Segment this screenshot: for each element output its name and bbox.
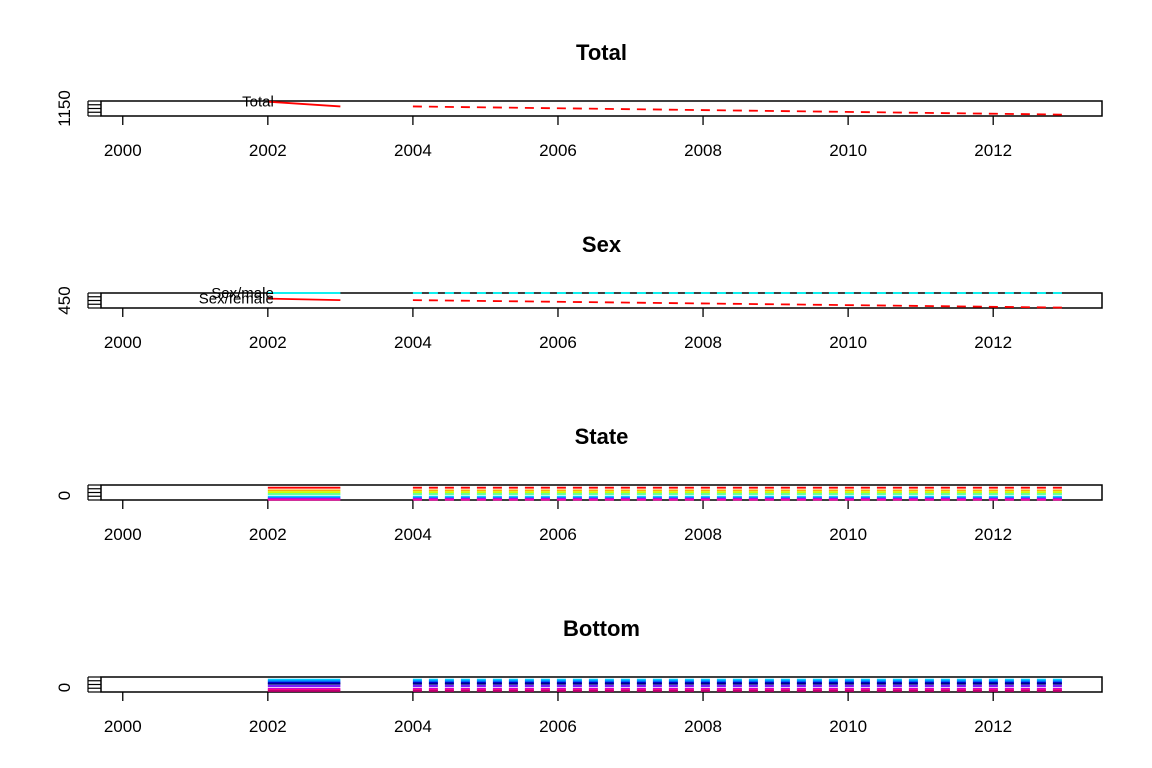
x-tick-label: 2008 (684, 333, 722, 352)
series-label: Sex/male (211, 285, 274, 302)
panel-title: Sex (582, 232, 622, 257)
x-tick-label: 2004 (394, 525, 432, 544)
panel-title: Bottom (563, 616, 640, 641)
x-tick-label: 2000 (104, 525, 142, 544)
x-tick-label: 2002 (249, 525, 287, 544)
fitted-line (267, 100, 341, 108)
x-tick-label: 2012 (974, 333, 1012, 352)
forecast-line (412, 299, 1066, 309)
x-tick-label: 2002 (249, 717, 287, 736)
fitted-line (267, 297, 341, 302)
y-tick-label: 0 (55, 683, 74, 692)
x-tick-label: 2010 (829, 333, 867, 352)
x-tick-label: 2008 (684, 525, 722, 544)
series-1: Sex/female (199, 291, 1066, 309)
x-tick-label: 2002 (249, 141, 287, 160)
y-tick-label: 450 (55, 286, 74, 314)
x-tick-label: 2002 (249, 333, 287, 352)
series-0: Sex/male (211, 285, 1066, 302)
x-tick-label: 2008 (684, 717, 722, 736)
x-tick-label: 2010 (829, 525, 867, 544)
y-tick-label: 0 (55, 491, 74, 500)
plot-frame (100, 484, 1103, 501)
x-tick-label: 2006 (539, 525, 577, 544)
y-tick-label: 1150 (55, 90, 74, 127)
x-tick-label: 2000 (104, 717, 142, 736)
x-tick-label: 2004 (394, 717, 432, 736)
x-tick-label: 2004 (394, 333, 432, 352)
x-tick-label: 2000 (104, 141, 142, 160)
plot-frame (100, 676, 1103, 693)
forecast-line (412, 105, 1066, 116)
x-tick-label: 2004 (394, 141, 432, 160)
x-tick-label: 2006 (539, 717, 577, 736)
series-label: Sex/female (199, 291, 274, 308)
series-label: Total (242, 94, 274, 111)
x-tick-label: 2012 (974, 717, 1012, 736)
x-tick-label: 2000 (104, 333, 142, 352)
panel-bottom: Bottom 2000 2002 2004 2006 2008 2010 2012 0 (55, 616, 1103, 736)
x-tick-label: 2006 (539, 141, 577, 160)
panel-title: Total (576, 40, 627, 65)
series-0: Total (242, 94, 1066, 116)
x-tick-label: 2012 (974, 525, 1012, 544)
x-tick-label: 2008 (684, 141, 722, 160)
x-tick-label: 2010 (829, 141, 867, 160)
x-tick-label: 2006 (539, 333, 577, 352)
x-tick-label: 2012 (974, 141, 1012, 160)
panel-state: State 2000 2002 2004 2006 2008 2010 2012 0 (55, 424, 1103, 544)
panel-total: Total 2000 2002 2004 2006 2008 2010 2012 1150 Tot… (55, 40, 1103, 160)
x-tick-label: 2010 (829, 717, 867, 736)
panel-sex: Sex 2000 2002 2004 2006 2008 2010 2012 450 Sex/ma… (55, 232, 1103, 352)
panel-title: State (575, 424, 629, 449)
